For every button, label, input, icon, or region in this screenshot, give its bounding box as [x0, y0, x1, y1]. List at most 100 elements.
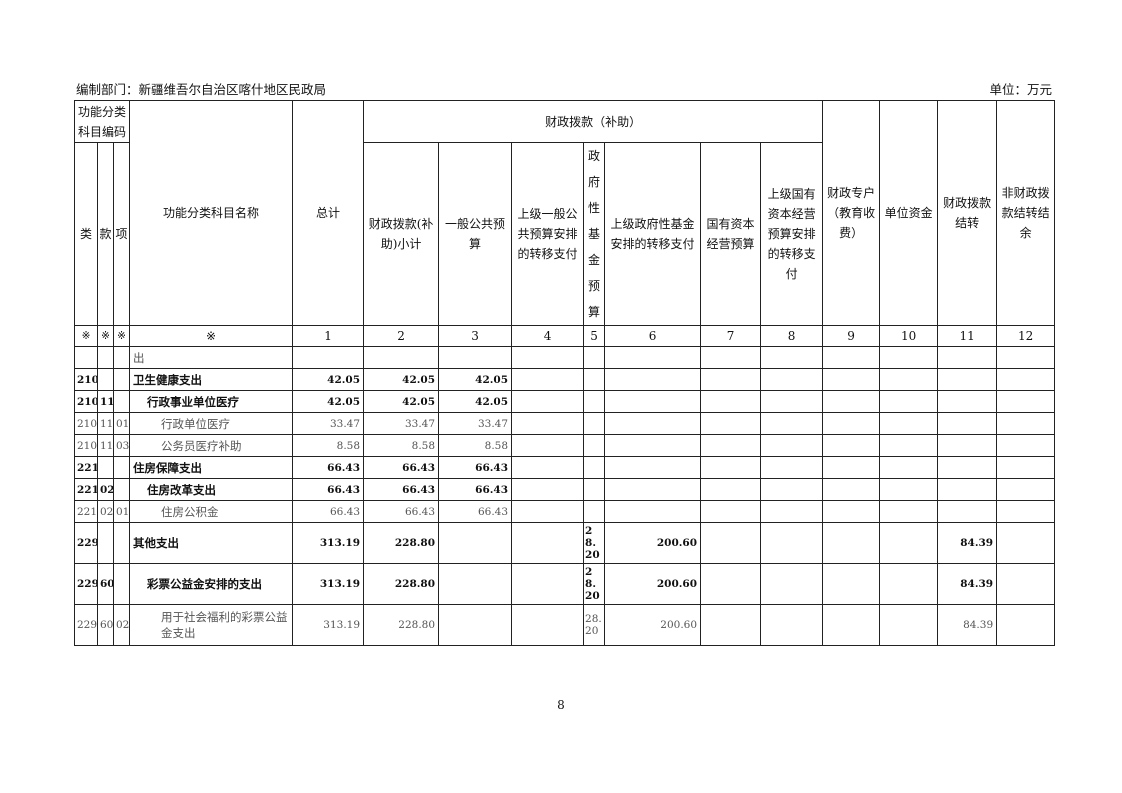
column-index-cell: 12 — [996, 325, 1056, 347]
column-index-cell: 6 — [604, 325, 702, 347]
value-col-11 — [937, 500, 998, 523]
column-index-cell: 9 — [822, 325, 881, 347]
value-col-1: 8.58 — [292, 434, 365, 457]
header-fiscal-group: 财政拨款（补助） — [363, 100, 824, 143]
value-col-1: 42.05 — [292, 390, 365, 413]
value-col-6 — [604, 412, 702, 435]
column-index-row: ※ ※ ※ ※ 1 2 3 4 5 6 7 8 9 10 11 12 — [74, 325, 1056, 347]
value-col-10 — [879, 390, 939, 413]
value-col-7 — [700, 563, 762, 605]
value-col-4 — [511, 478, 585, 501]
table-row: 229 60 彩票公益金安排的支出 313.19 228.80 28.20 200.60 84… — [74, 563, 1056, 605]
code-kuan: 02 — [97, 500, 114, 523]
code-lei: 210 — [74, 434, 98, 457]
table-row: 出 — [74, 346, 1056, 369]
page-number: 8 — [557, 698, 565, 712]
code-xiang — [112, 456, 131, 479]
value-col-8 — [760, 500, 824, 523]
value-col-7 — [700, 434, 762, 457]
value-col-1: 66.43 — [292, 478, 365, 501]
value-col-7 — [700, 604, 762, 646]
code-lei: 229 — [74, 563, 98, 605]
compiling-department: 编制部门：新疆维吾尔自治区喀什地区民政局 — [76, 82, 327, 97]
value-col-1: 42.05 — [292, 368, 365, 391]
value-col-10 — [879, 500, 939, 523]
value-col-8 — [760, 563, 824, 605]
code-lei: 210 — [74, 390, 98, 413]
value-col-8 — [760, 456, 824, 479]
header-c11: 财政拨款结转 — [937, 100, 998, 326]
value-col-6 — [604, 434, 702, 457]
value-col-6 — [604, 346, 702, 369]
value-col-11: 84.39 — [937, 604, 998, 646]
value-col-2: 66.43 — [363, 478, 440, 501]
value-col-1: 313.19 — [292, 563, 365, 605]
value-col-8 — [760, 346, 824, 369]
header-c4: 上级一般公共预算安排的转移支付 — [511, 142, 585, 326]
value-col-1: 313.19 — [292, 522, 365, 564]
value-col-12 — [996, 368, 1056, 391]
subject-name: 出 — [129, 346, 294, 369]
value-col-5: 28.20 — [583, 604, 606, 646]
value-col-12 — [996, 456, 1056, 479]
value-col-5: 28.20 — [583, 522, 606, 564]
subject-name: 公务员医疗补助 — [129, 434, 294, 457]
value-col-12 — [996, 390, 1056, 413]
code-xiang: 01 — [112, 412, 131, 435]
table-row: 221 住房保障支出 66.43 66.43 66.43 — [74, 456, 1056, 479]
value-col-8 — [760, 434, 824, 457]
header-c3: 一般公共预算 — [438, 142, 513, 326]
code-xiang: 02 — [112, 604, 131, 646]
value-col-4 — [511, 434, 585, 457]
code-kuan — [97, 346, 114, 369]
header-lei: 类 — [74, 142, 98, 326]
header-name: 功能分类科目名称 — [129, 100, 294, 326]
value-col-9 — [822, 500, 881, 523]
table-row: 229 60 02 用于社会福利的彩票公益金支出 313.19 228.80 28.20 20… — [74, 604, 1056, 646]
value-col-7 — [700, 346, 762, 369]
value-col-7 — [700, 500, 762, 523]
value-col-4 — [511, 368, 585, 391]
value-col-11 — [937, 456, 998, 479]
header-c7: 国有资本经营预算 — [700, 142, 762, 326]
value-col-5 — [583, 390, 606, 413]
code-kuan: 60 — [97, 563, 114, 605]
column-index-cell: 5 — [583, 325, 606, 347]
header-kuan: 款 — [97, 142, 114, 326]
value-col-4 — [511, 604, 585, 646]
value-col-1: 66.43 — [292, 500, 365, 523]
table-row: 210 11 行政事业单位医疗 42.05 42.05 42.05 — [74, 390, 1056, 413]
value-col-2 — [363, 346, 440, 369]
header-xiang: 项 — [112, 142, 131, 326]
code-kuan — [97, 456, 114, 479]
table-row: 210 11 03 公务员医疗补助 8.58 8.58 8.58 — [74, 434, 1056, 457]
value-col-11 — [937, 346, 998, 369]
value-col-4 — [511, 522, 585, 564]
value-col-2: 66.43 — [363, 500, 440, 523]
value-col-11: 84.39 — [937, 522, 998, 564]
code-kuan — [97, 368, 114, 391]
table-row: 210 11 01 行政单位医疗 33.47 33.47 33.47 — [74, 412, 1056, 435]
code-kuan: 02 — [97, 478, 114, 501]
value-col-5 — [583, 478, 606, 501]
value-col-9 — [822, 390, 881, 413]
value-col-10 — [879, 434, 939, 457]
code-lei: 210 — [74, 412, 98, 435]
value-col-9 — [822, 346, 881, 369]
code-lei: 221 — [74, 478, 98, 501]
code-xiang: 01 — [112, 500, 131, 523]
value-col-8 — [760, 390, 824, 413]
value-col-9 — [822, 456, 881, 479]
value-col-9 — [822, 412, 881, 435]
value-col-7 — [700, 456, 762, 479]
value-col-3: 8.58 — [438, 434, 513, 457]
column-index-cell: 11 — [937, 325, 998, 347]
value-col-7 — [700, 368, 762, 391]
code-xiang: 03 — [112, 434, 131, 457]
value-col-3: 42.05 — [438, 390, 513, 413]
value-col-10 — [879, 478, 939, 501]
subject-name: 住房改革支出 — [129, 478, 294, 501]
value-col-3: 66.43 — [438, 500, 513, 523]
value-col-9 — [822, 478, 881, 501]
value-col-4 — [511, 346, 585, 369]
